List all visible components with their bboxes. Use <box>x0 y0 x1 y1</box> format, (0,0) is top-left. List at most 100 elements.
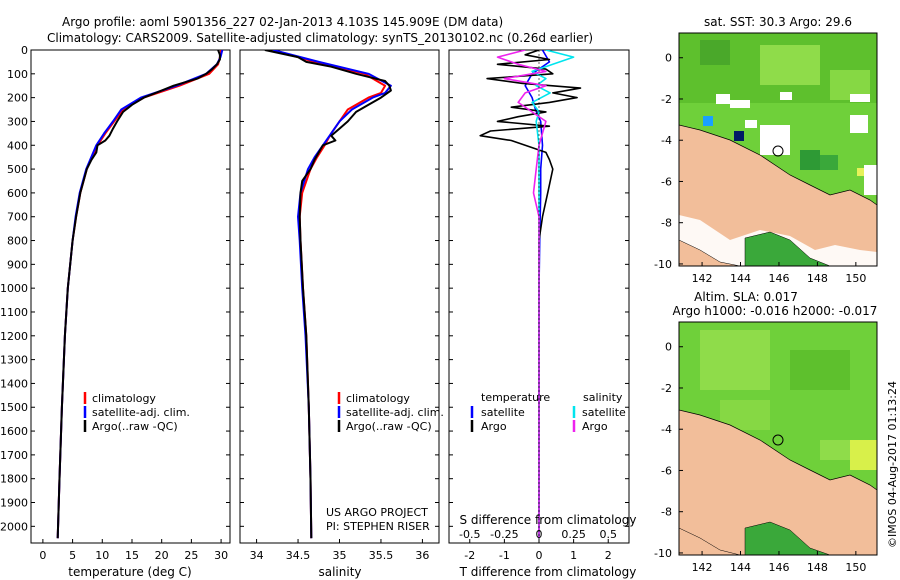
x-tick-label: 35.5 <box>369 549 394 562</box>
depth-tick-label: 1200 <box>0 330 28 343</box>
legend-title-salinity: salinity <box>583 391 623 404</box>
lat-tick-label: -2 <box>661 382 672 395</box>
series-line <box>496 50 547 539</box>
depth-tick-label: 900 <box>7 258 28 271</box>
lon-tick-label: 142 <box>692 561 713 574</box>
depth-tick-label: 1100 <box>0 306 28 319</box>
lat-tick-label: -4 <box>661 423 672 436</box>
legend-s-argo: Argo <box>582 420 608 433</box>
salinity-difference-axis: -0.5 -0.25 0 0.25 0.5 <box>459 528 617 541</box>
temperature-x-axis: 0 5 10 15 20 25 30 <box>39 539 228 562</box>
depth-tick-label: 600 <box>7 187 28 200</box>
s-tick-label: -0.25 <box>490 528 518 541</box>
difference-top-axis-label: S difference from climatology <box>460 513 637 527</box>
depth-tick-label: 1500 <box>0 401 28 414</box>
depth-tick-label: 500 <box>7 163 28 176</box>
legend-argo: Argo(..raw -QC) <box>346 420 432 433</box>
lat-tick-label: -4 <box>661 134 672 147</box>
x-tick-label: 34.5 <box>286 549 311 562</box>
legend-climatology: climatology <box>346 392 410 405</box>
lon-tick-label: 150 <box>845 561 866 574</box>
x-tick-label: 36 <box>415 549 429 562</box>
depth-tick-label: 200 <box>7 92 28 105</box>
depth-tick-label: 1000 <box>0 282 28 295</box>
lon-tick-label: 150 <box>845 272 866 285</box>
x-tick-label: 2 <box>605 549 612 562</box>
x-tick-label: 0 <box>536 549 543 562</box>
legend-s-satellite: satellite <box>582 406 626 419</box>
depth-tick-label: 400 <box>7 139 28 152</box>
x-tick-label: -2 <box>464 549 475 562</box>
project-annotation: US ARGO PROJECT <box>326 506 428 519</box>
lat-tick-label: -8 <box>661 506 672 519</box>
salinity-series <box>264 50 392 539</box>
x-tick-label: 0 <box>39 549 46 562</box>
difference-legend: temperature salinity satellite Argo sate… <box>470 391 626 433</box>
depth-tick-label: 300 <box>7 115 28 128</box>
depth-tick-label: 0 <box>21 44 28 57</box>
pi-annotation: PI: STEPHEN RISER <box>326 520 430 533</box>
x-tick-label: 5 <box>69 549 76 562</box>
lon-tick-label: 144 <box>730 272 751 285</box>
sla-map <box>679 322 877 555</box>
depth-tick-label: 700 <box>7 211 28 224</box>
salinity-panel <box>239 49 440 544</box>
lon-tick-label: 142 <box>692 272 713 285</box>
lat-tick-label: -2 <box>661 93 672 106</box>
depth-tick-label: 1900 <box>0 497 28 510</box>
lat-tick-label: 0 <box>665 341 672 354</box>
s-tick-label: 0 <box>536 528 543 541</box>
depth-tick-label: 1800 <box>0 473 28 486</box>
temperature-xlabel: temperature (deg C) <box>68 565 191 579</box>
depth-tick-label: 1700 <box>0 449 28 462</box>
difference-series <box>479 50 582 543</box>
sla-map-title-1: Altim. SLA: 0.017 <box>694 290 798 304</box>
legend-satellite: satellite-adj. clim. <box>92 406 190 419</box>
lon-tick-label: 144 <box>730 561 751 574</box>
lon-tick-label: 146 <box>768 272 789 285</box>
sla-map-axes: 0 -2 -4 -6 -8 -10 142 144 146 148 150 <box>654 341 866 574</box>
lon-tick-label: 148 <box>807 272 828 285</box>
temperature-series <box>56 50 224 539</box>
depth-tick-label: 1600 <box>0 425 28 438</box>
temperature-legend: climatology satellite-adj. clim. Argo(..… <box>83 392 190 433</box>
depth-axis: 0 100 200 300 400 500 600 700 800 900 1000 1100 1200… <box>0 44 629 533</box>
depth-tick-label: 800 <box>7 235 28 248</box>
temperature-panel <box>30 49 231 544</box>
legend-title-temperature: temperature <box>481 391 550 404</box>
salinity-xlabel: salinity <box>318 565 361 579</box>
salinity-x-axis: 34 34.5 35 35.5 36 <box>250 539 429 562</box>
legend-t-argo: Argo <box>481 420 507 433</box>
x-tick-label: 15 <box>125 549 139 562</box>
lat-tick-label: -8 <box>661 217 672 230</box>
x-tick-label: 20 <box>155 549 169 562</box>
series-line <box>264 50 392 539</box>
x-tick-label: 10 <box>95 549 109 562</box>
series-line <box>479 50 582 539</box>
lat-tick-label: -6 <box>661 175 672 188</box>
imos-credit: ©IMOS 04-Aug-2017 01:13:24 <box>886 381 899 548</box>
legend-climatology: climatology <box>92 392 156 405</box>
s-tick-label: -0.5 <box>459 528 480 541</box>
depth-tick-label: 1400 <box>0 377 28 390</box>
legend-argo: Argo(..raw -QC) <box>92 420 178 433</box>
sst-map-axes: 0 -2 -4 -6 -8 -10 142 144 146 148 150 <box>654 52 866 285</box>
legend-satellite: satellite-adj. clim. <box>346 406 444 419</box>
sst-map-title: sat. SST: 30.3 Argo: 29.6 <box>704 15 852 29</box>
x-tick-label: 1 <box>570 549 577 562</box>
salinity-legend: climatology satellite-adj. clim. Argo(..… <box>337 392 444 433</box>
figure-title-line-2: Climatology: CARS2009. Satellite-adjuste… <box>47 31 593 45</box>
lat-tick-label: -10 <box>654 547 672 560</box>
sla-map-title-2: Argo h1000: -0.016 h2000: -0.017 <box>673 304 878 318</box>
x-tick-label: 25 <box>184 549 198 562</box>
x-tick-label: 35 <box>333 549 347 562</box>
legend-t-satellite: satellite <box>481 406 525 419</box>
lat-tick-label: -10 <box>654 258 672 271</box>
difference-xlabel: T difference from climatology <box>459 565 637 579</box>
x-tick-label: 34 <box>250 549 264 562</box>
x-tick-label: -1 <box>499 549 510 562</box>
lat-tick-label: 0 <box>665 52 672 65</box>
s-tick-label: 0.5 <box>599 528 617 541</box>
lon-tick-label: 146 <box>768 561 789 574</box>
